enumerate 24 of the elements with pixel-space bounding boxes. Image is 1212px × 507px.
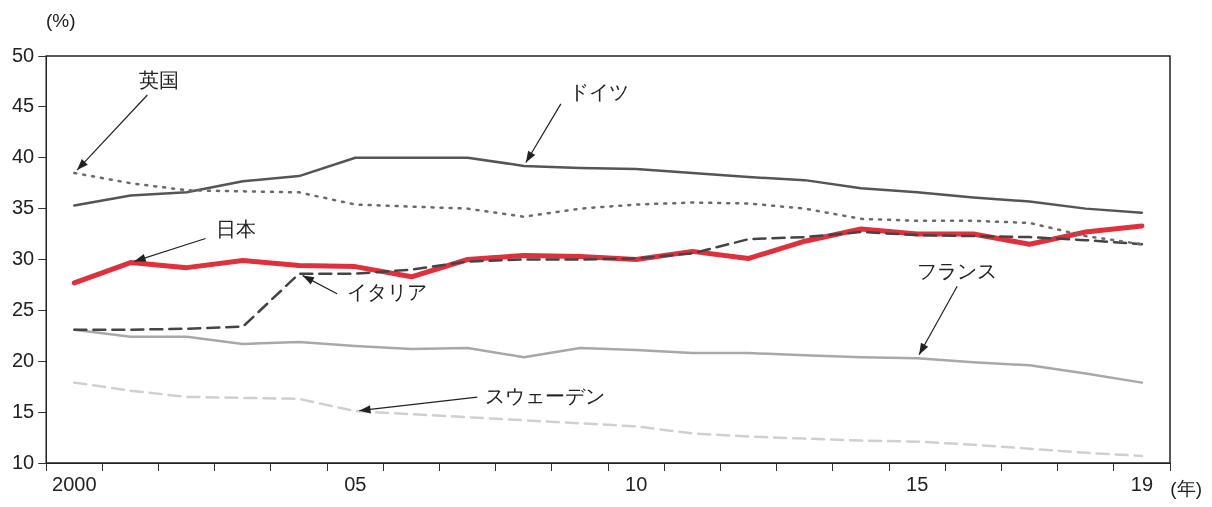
y-tick-label: 30 xyxy=(12,247,35,270)
series-label: 日本 xyxy=(215,218,256,241)
x-tick-label: 10 xyxy=(625,472,648,495)
line-series xyxy=(73,381,1144,458)
y-tick-label: 50 xyxy=(12,43,35,66)
text: 英国 xyxy=(139,68,180,91)
text: ドイツ xyxy=(568,81,629,104)
y-tick-label: 20 xyxy=(12,348,35,371)
y-tick-label: 35 xyxy=(12,196,35,219)
x-tick-label: 15 xyxy=(906,472,929,495)
y-tick-label: 45 xyxy=(12,94,35,117)
y-axis-title: (%) xyxy=(46,10,76,32)
series-label: イタリア xyxy=(347,281,428,304)
x-tick-label: 19 xyxy=(1130,472,1154,495)
series-label: スウェーデン xyxy=(485,384,606,407)
y-tick-label: 10 xyxy=(12,450,35,473)
y-tick-label: 15 xyxy=(12,399,35,422)
text: フランス xyxy=(917,259,998,282)
y-tick-label: 40 xyxy=(12,145,35,168)
x-tick-label: 2000 xyxy=(52,472,97,495)
x-tick-label: 05 xyxy=(344,472,367,495)
y-tick-label: 25 xyxy=(12,297,35,320)
line-series xyxy=(73,171,1144,246)
x-axis-title: (年) xyxy=(1170,477,1202,501)
